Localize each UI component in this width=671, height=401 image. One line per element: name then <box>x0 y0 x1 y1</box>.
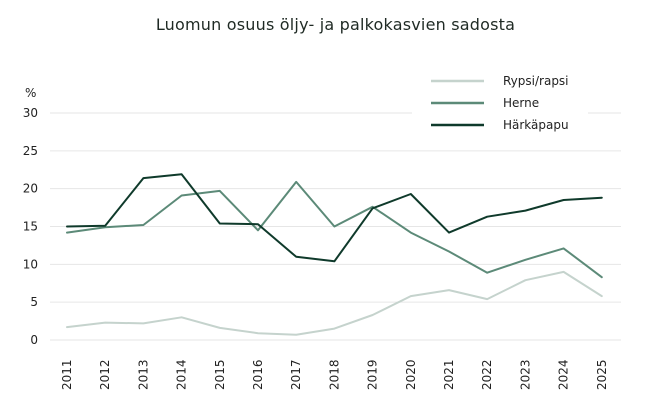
x-tick-label: 2025 <box>595 359 609 390</box>
x-axis-tick-labels: 2011 2012 2013 2014 2015 2016 2017 2018 2019 2020… <box>60 359 609 390</box>
legend: Rypsi/rapsi Herne Härkäpapu <box>412 66 588 148</box>
series-line-h-rk-papu <box>66 173 603 263</box>
x-tick-label: 2020 <box>404 359 418 390</box>
legend-label: Herne <box>503 96 539 110</box>
x-tick-label: 2021 <box>442 359 456 390</box>
y-tick-label: 25 <box>23 144 38 158</box>
x-tick-label: 2011 <box>60 359 74 390</box>
x-tick-label: 2019 <box>366 359 380 390</box>
legend-label: Härkäpapu <box>503 118 569 132</box>
x-tick-label: 2016 <box>251 359 265 390</box>
y-tick-label: 5 <box>30 295 38 309</box>
y-tick-label: 20 <box>23 182 38 196</box>
series-lines <box>66 173 603 336</box>
y-axis-tick-labels: 0 5 10 15 20 25 30 <box>23 106 38 347</box>
x-tick-label: 2024 <box>557 359 571 390</box>
legend-box <box>412 66 588 148</box>
series-line-herne <box>66 180 603 279</box>
x-tick-label: 2017 <box>289 359 303 390</box>
x-tick-label: 2013 <box>136 359 150 390</box>
series-line-rypsi-rapsi <box>66 270 603 336</box>
y-tick-label: 30 <box>23 106 38 120</box>
chart-title: Luomun osuus öljy- ja palkokasvien sados… <box>155 15 516 34</box>
x-tick-label: 2014 <box>175 359 189 390</box>
y-tick-label: 0 <box>30 333 38 347</box>
x-tick-label: 2015 <box>213 359 227 390</box>
y-tick-label: 15 <box>23 220 38 234</box>
x-tick-label: 2022 <box>480 359 494 390</box>
x-tick-label: 2012 <box>98 359 112 390</box>
y-axis-unit-label: % <box>25 86 36 100</box>
x-tick-label: 2018 <box>327 359 341 390</box>
y-tick-label: 10 <box>23 257 38 271</box>
legend-label: Rypsi/rapsi <box>503 74 569 88</box>
x-tick-label: 2023 <box>518 359 532 390</box>
